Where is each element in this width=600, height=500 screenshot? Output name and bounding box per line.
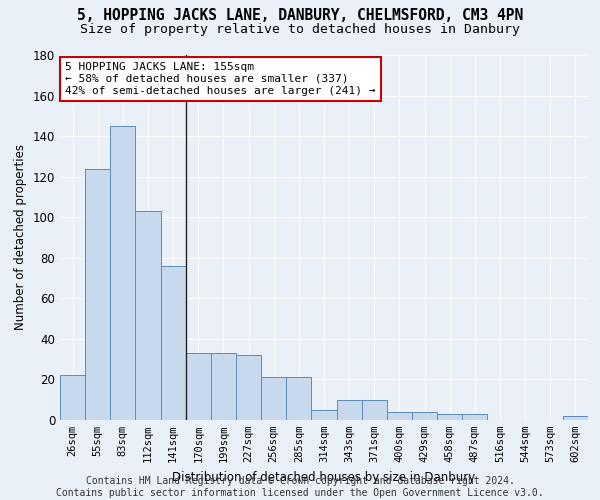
Bar <box>462 414 487 420</box>
Bar <box>563 416 588 420</box>
Bar <box>337 400 362 420</box>
Text: Size of property relative to detached houses in Danbury: Size of property relative to detached ho… <box>80 22 520 36</box>
Bar <box>211 353 236 420</box>
Bar <box>437 414 462 420</box>
Bar <box>286 378 311 420</box>
Bar <box>110 126 136 420</box>
Bar <box>387 412 412 420</box>
Bar <box>311 410 337 420</box>
Bar <box>412 412 437 420</box>
Bar <box>161 266 186 420</box>
Bar <box>136 211 161 420</box>
Text: 5 HOPPING JACKS LANE: 155sqm
← 58% of detached houses are smaller (337)
42% of s: 5 HOPPING JACKS LANE: 155sqm ← 58% of de… <box>65 62 376 96</box>
X-axis label: Distribution of detached houses by size in Danbury: Distribution of detached houses by size … <box>172 470 476 484</box>
Bar <box>60 376 85 420</box>
Text: Contains HM Land Registry data © Crown copyright and database right 2024.
Contai: Contains HM Land Registry data © Crown c… <box>56 476 544 498</box>
Bar <box>261 378 286 420</box>
Bar <box>85 168 110 420</box>
Y-axis label: Number of detached properties: Number of detached properties <box>14 144 27 330</box>
Bar <box>186 353 211 420</box>
Bar <box>362 400 387 420</box>
Bar <box>236 355 261 420</box>
Text: 5, HOPPING JACKS LANE, DANBURY, CHELMSFORD, CM3 4PN: 5, HOPPING JACKS LANE, DANBURY, CHELMSFO… <box>77 8 523 22</box>
